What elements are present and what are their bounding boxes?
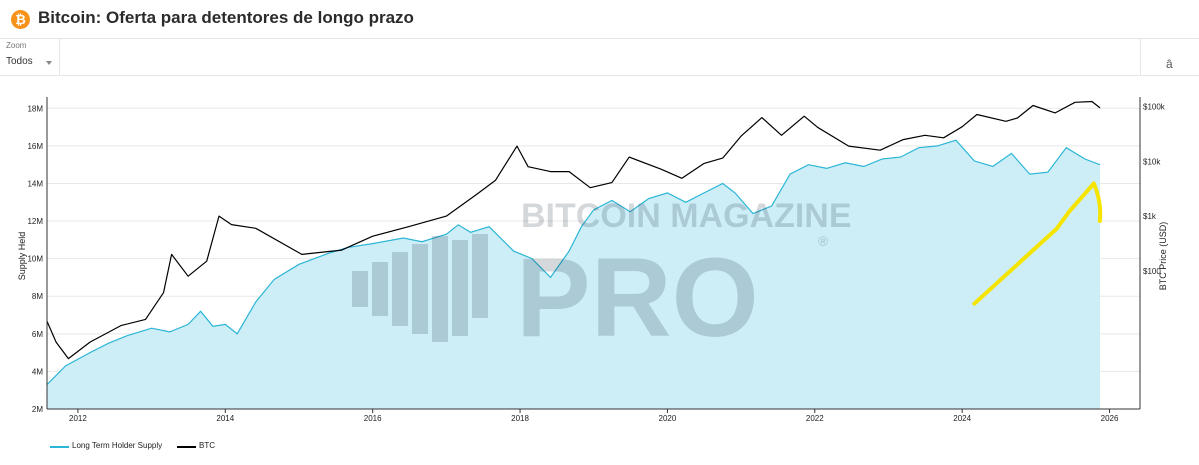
y-tick-label: 18M xyxy=(27,104,43,113)
y-axis-title: Supply Held xyxy=(17,232,27,281)
legend-swatch-btc xyxy=(177,446,196,448)
y2-tick-label: $100 xyxy=(1143,267,1161,276)
chart-toolbar: Zoom Todos â xyxy=(0,39,1199,76)
y2-tick-label: $1k xyxy=(1143,212,1157,221)
page-header: ₿ Bitcoin: Oferta para detentores de lon… xyxy=(0,0,1199,39)
tick-labels: 2M 4M 6M 8M 10M 12M 14M 16M 18M $100 $1k $10k $100k 2… xyxy=(27,103,1165,423)
chart-menu-icon[interactable]: â xyxy=(1166,57,1173,71)
x-tick-label: 2020 xyxy=(659,414,677,423)
bitcoin-logo-icon: ₿ xyxy=(11,10,30,29)
watermark-line2: PRO xyxy=(516,235,759,360)
legend-label-lth-supply: Long Term Holder Supply xyxy=(72,441,163,450)
watermark-registered: ® xyxy=(818,233,829,249)
x-tick-label: 2014 xyxy=(216,414,234,423)
y-tick-label: 6M xyxy=(32,330,43,339)
x-tick-label: 2024 xyxy=(953,414,971,423)
x-tick-label: 2016 xyxy=(364,414,382,423)
toolbar-divider xyxy=(59,39,60,75)
x-tick-label: 2012 xyxy=(69,414,87,423)
y-tick-label: 14M xyxy=(27,179,43,188)
watermark-line1: BITCOIN MAGAZINE xyxy=(521,197,852,235)
zoom-select-value: Todos xyxy=(6,56,33,67)
btc-line-layer xyxy=(46,100,1101,360)
toolbar-divider xyxy=(1140,39,1141,75)
annotation-arrow-layer xyxy=(972,181,1103,306)
legend-label-btc: BTC xyxy=(199,441,215,450)
watermark-bar xyxy=(352,271,368,307)
y-tick-label: 16M xyxy=(27,142,43,151)
page-title: Bitcoin: Oferta para detentores de longo… xyxy=(38,8,414,27)
zoom-select[interactable]: Todos xyxy=(6,56,58,72)
watermark-bar xyxy=(372,262,388,316)
legend-swatch-lth-supply xyxy=(50,446,69,448)
watermark-bar xyxy=(412,244,428,334)
watermark-bar xyxy=(472,234,488,318)
y2-axis-title: BTC Price (USD) xyxy=(1158,222,1168,291)
chart-svg: BITCOIN MAGAZINE PRO ® 2M 4M 6M 8M 10M 12M 14M… xyxy=(17,97,1168,423)
lth-supply-area xyxy=(47,140,1101,409)
btc-price-line xyxy=(46,100,1101,360)
x-tick-label: 2022 xyxy=(806,414,824,423)
zoom-label: Zoom xyxy=(6,41,27,50)
y-tick-label: 4M xyxy=(32,367,43,376)
y2-tick-label: $10k xyxy=(1143,157,1161,166)
annotation-arrow-shaft xyxy=(972,181,1096,306)
watermark-bar xyxy=(452,240,468,336)
y-tick-label: 10M xyxy=(27,255,43,264)
watermark: BITCOIN MAGAZINE PRO ® xyxy=(352,197,852,360)
y-tick-label: 12M xyxy=(27,217,43,226)
x-tick-label: 2018 xyxy=(511,414,529,423)
y-tick-label: 2M xyxy=(32,405,43,414)
annotation-arrow-head xyxy=(1091,181,1103,223)
watermark-bar xyxy=(432,236,448,342)
chevron-down-icon xyxy=(46,61,52,65)
axes xyxy=(46,97,1141,410)
watermark-bar xyxy=(392,252,408,326)
y2-tick-label: $100k xyxy=(1143,103,1166,112)
lth-supply-area-layer xyxy=(46,139,1101,409)
x-tick-label: 2026 xyxy=(1101,414,1119,423)
y-tick-label: 8M xyxy=(32,292,43,301)
lth-supply-line xyxy=(46,139,1101,386)
